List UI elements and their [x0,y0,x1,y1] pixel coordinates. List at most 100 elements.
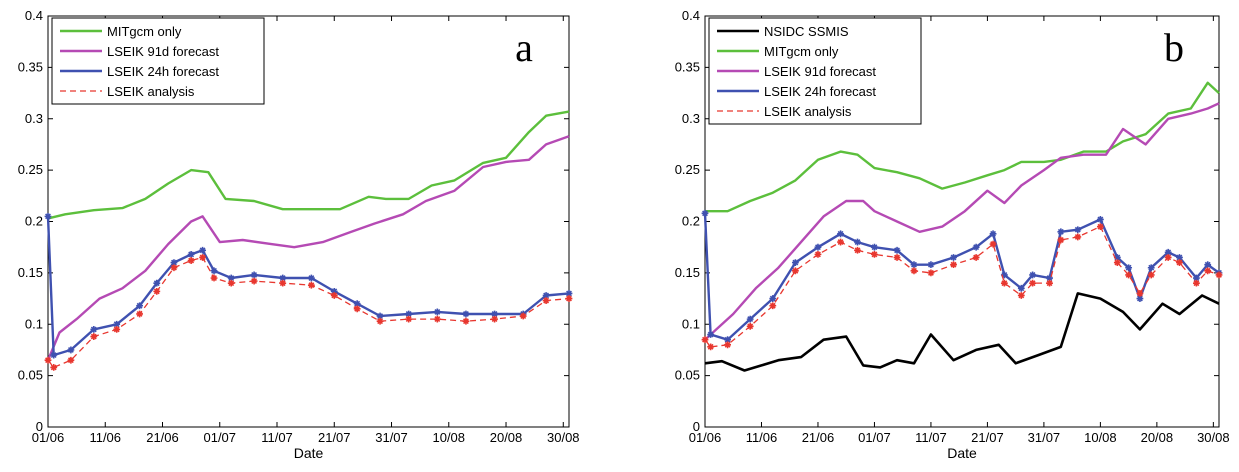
series-line-nsidc-ssmis [704,292,1220,372]
x-tick-label: 01/07 [858,430,891,445]
y-tick-label: 0.1 [682,316,700,331]
data-point [1204,267,1212,275]
data-point [153,287,161,295]
data-point [814,250,822,258]
data-point [701,336,709,344]
data-point [50,351,58,359]
data-point [1000,279,1008,287]
data-point [330,287,338,295]
data-point [1057,236,1065,244]
data-point [724,341,731,349]
x-tick-label: 30/08 [1197,430,1230,445]
data-point [910,267,918,275]
data-point [1096,223,1104,231]
x-tick-label: 01/06 [32,430,65,445]
data-point [136,310,144,318]
legend-label: NSIDC SSMIS [764,24,849,39]
x-tick-label: 21/06 [802,430,835,445]
data-point [837,238,844,246]
legend-label: MITgcm only [764,44,839,59]
data-point [1000,271,1008,279]
data-point [136,302,144,310]
data-point [950,261,957,269]
chart-panel-b: 0 0.05 0.1 0.15 0.2 0.25 0.3 0.35 0.4 01/06 11/06 2… [675,8,1230,461]
data-point [1215,271,1223,279]
data-point [376,317,384,325]
data-point [769,295,777,302]
x-axis-label: Date [294,445,324,461]
data-point [746,315,754,323]
x-tick-label: 20/08 [1141,430,1174,445]
data-point [433,308,441,316]
panel-label: a [515,25,533,70]
y-tick-label: 0.4 [25,8,43,23]
y-tick-label: 0.05 [18,368,43,383]
data-point [1113,254,1121,261]
x-tick-label: 21/07 [318,430,351,445]
data-point [1057,228,1065,236]
data-point [707,343,715,351]
legend-label: LSEIK 91d forecast [107,44,219,59]
data-point [519,312,527,320]
x-tick-label: 11/06 [746,430,778,445]
data-point [1176,259,1183,266]
series-line-mitgcm-only [47,110,570,220]
data-point [1046,274,1053,282]
y-tick-label: 0.35 [675,59,700,74]
data-point [910,261,918,269]
data-point [565,290,573,297]
data-point [1136,295,1144,302]
x-tick-label: 21/07 [971,430,1004,445]
data-point [565,295,573,302]
data-point [989,240,997,248]
y-tick-label: 0 [36,419,43,434]
data-point [871,243,878,251]
data-point [769,302,777,310]
data-point [1136,290,1144,297]
series-line-lseik-analysis [704,225,1220,348]
data-point [1017,284,1025,292]
panel-label: b [1164,25,1184,70]
legend-label: LSEIK 24h forecast [764,84,876,99]
data-point [1176,254,1183,261]
data-point [927,269,935,277]
data-point [491,310,498,318]
data-point [1074,233,1082,241]
legend-box [51,17,265,105]
data-point [279,274,287,282]
data-point [199,246,206,254]
data-point [210,274,218,282]
chart-panel-a: 0 0.05 0.1 0.15 0.2 0.25 0.3 0.35 0.4 01/06 11/06 2… [18,8,580,461]
data-point [871,250,878,258]
y-tick-label: 0.35 [18,59,43,74]
y-tick-label: 0.4 [682,8,700,23]
series-line-lseik-91d-forecast [704,102,1220,341]
data-point [1046,279,1053,287]
data-point [724,336,731,344]
x-tick-label: 11/07 [915,430,947,445]
data-point [1125,264,1133,272]
x-tick-label: 11/07 [261,430,293,445]
data-point [707,331,715,338]
data-point [950,254,957,261]
x-tick-label: 20/08 [490,430,523,445]
data-point [170,264,178,272]
data-point [791,259,799,266]
data-point [44,212,52,220]
data-point [837,230,844,238]
data-point [989,230,997,238]
data-point [1125,271,1133,279]
legend-label: LSEIK 91d forecast [764,64,876,79]
y-tick-label: 0.25 [18,162,43,177]
data-point [491,315,498,323]
data-point [854,246,861,254]
data-point [376,312,384,320]
data-point [1029,271,1036,279]
data-point [67,346,75,354]
data-point [701,209,709,217]
data-point [1164,254,1172,261]
series-line-mitgcm-only [705,81,1220,213]
data-point [405,310,413,318]
x-tick-label: 01/07 [203,430,236,445]
